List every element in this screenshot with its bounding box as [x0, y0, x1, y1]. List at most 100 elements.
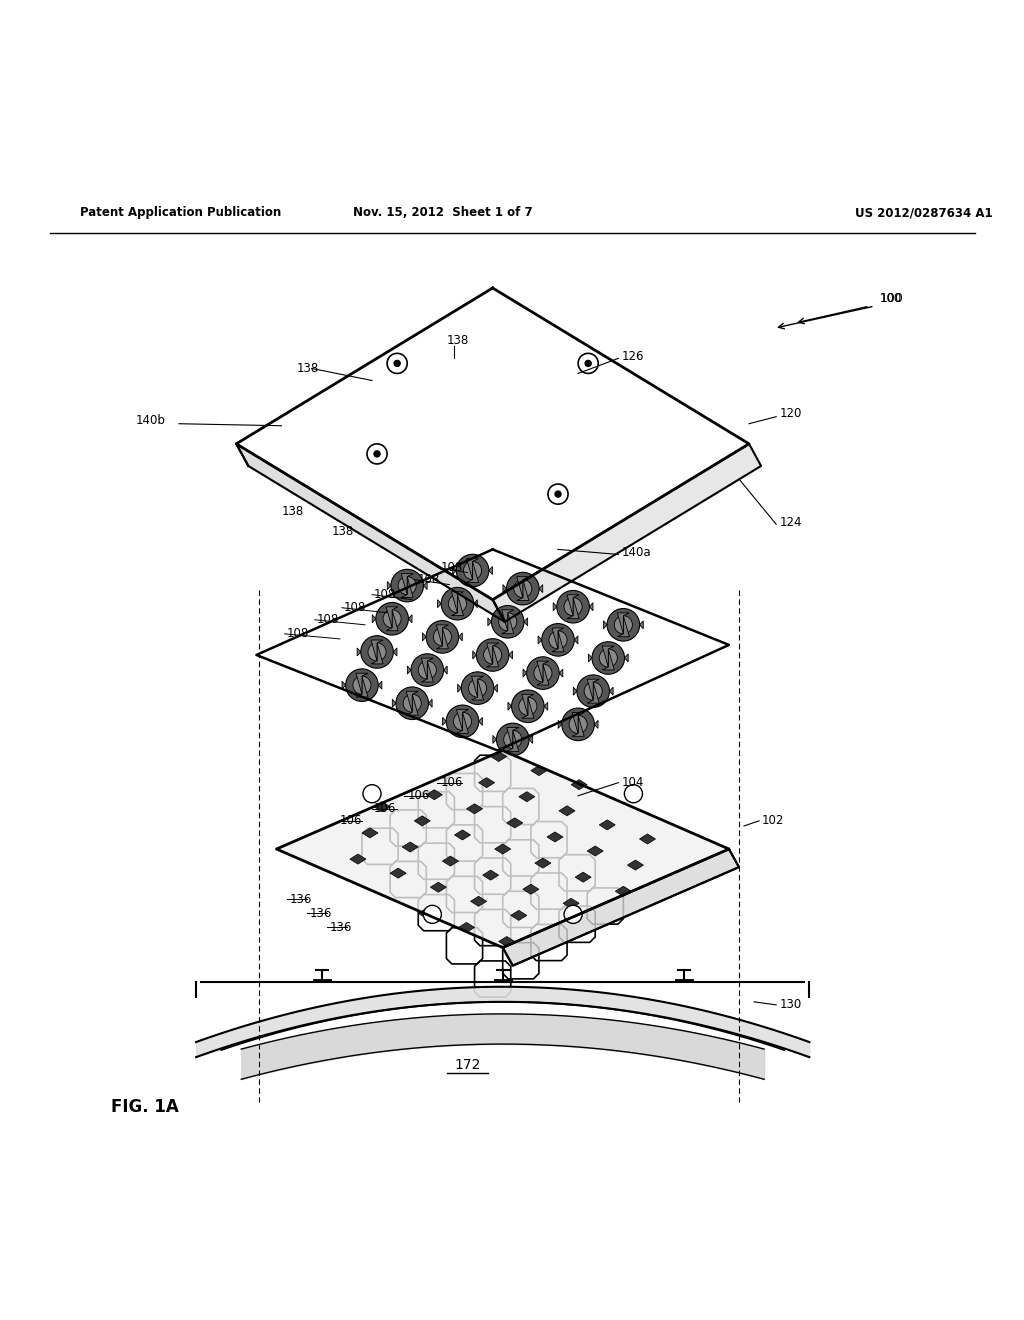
Circle shape	[584, 682, 602, 700]
Text: 108: 108	[440, 561, 463, 574]
Circle shape	[557, 590, 590, 623]
Polygon shape	[478, 777, 495, 788]
Polygon shape	[615, 886, 632, 896]
Polygon shape	[535, 858, 551, 869]
Circle shape	[426, 620, 459, 653]
Polygon shape	[599, 820, 615, 830]
Polygon shape	[408, 667, 411, 675]
Polygon shape	[574, 636, 578, 644]
Polygon shape	[507, 730, 519, 751]
Circle shape	[607, 609, 640, 642]
Circle shape	[353, 676, 371, 694]
Polygon shape	[490, 751, 507, 762]
Circle shape	[555, 491, 561, 498]
Circle shape	[476, 639, 509, 672]
Polygon shape	[401, 577, 414, 598]
Text: 138: 138	[282, 504, 304, 517]
Circle shape	[418, 661, 436, 678]
Polygon shape	[371, 640, 383, 661]
Polygon shape	[374, 801, 390, 812]
Polygon shape	[572, 715, 584, 737]
Polygon shape	[487, 618, 492, 626]
Circle shape	[360, 636, 393, 668]
Text: 108: 108	[287, 627, 309, 640]
Polygon shape	[390, 869, 407, 878]
Polygon shape	[493, 444, 761, 622]
Circle shape	[614, 615, 633, 634]
Polygon shape	[479, 717, 482, 726]
Circle shape	[585, 360, 591, 367]
Text: US 2012/0287634 A1: US 2012/0287634 A1	[855, 206, 992, 219]
Circle shape	[526, 657, 559, 689]
Polygon shape	[426, 789, 442, 800]
Text: 126: 126	[622, 350, 644, 363]
Text: 108: 108	[344, 601, 367, 614]
Polygon shape	[572, 713, 584, 734]
Polygon shape	[603, 620, 607, 628]
Circle shape	[599, 649, 617, 667]
Polygon shape	[594, 721, 598, 729]
Polygon shape	[387, 582, 391, 590]
Text: 130: 130	[779, 998, 802, 1011]
Circle shape	[441, 587, 474, 620]
Polygon shape	[494, 684, 498, 692]
Text: 136: 136	[330, 921, 352, 935]
Circle shape	[362, 784, 381, 803]
Polygon shape	[537, 664, 549, 685]
Polygon shape	[609, 688, 613, 696]
Polygon shape	[430, 882, 446, 892]
Polygon shape	[503, 585, 507, 593]
Polygon shape	[571, 780, 587, 789]
Polygon shape	[436, 624, 449, 645]
Polygon shape	[559, 805, 575, 816]
Text: 106: 106	[374, 803, 396, 816]
Polygon shape	[482, 870, 499, 880]
Polygon shape	[467, 561, 478, 582]
Polygon shape	[459, 923, 474, 932]
Text: 136: 136	[290, 892, 312, 906]
Polygon shape	[552, 631, 564, 652]
Polygon shape	[361, 828, 378, 838]
Polygon shape	[471, 676, 483, 697]
Polygon shape	[393, 648, 397, 656]
Polygon shape	[529, 735, 532, 743]
Circle shape	[449, 594, 467, 612]
Circle shape	[562, 708, 594, 741]
Polygon shape	[407, 694, 418, 715]
Polygon shape	[423, 632, 426, 642]
Polygon shape	[590, 603, 593, 611]
Polygon shape	[523, 669, 526, 677]
Text: 104: 104	[622, 776, 644, 789]
Polygon shape	[602, 649, 614, 671]
Polygon shape	[617, 615, 630, 636]
Polygon shape	[522, 697, 534, 718]
Circle shape	[423, 906, 441, 924]
Text: 106: 106	[440, 776, 463, 789]
Circle shape	[492, 606, 524, 638]
Polygon shape	[503, 849, 739, 966]
Circle shape	[394, 360, 400, 367]
Polygon shape	[458, 684, 461, 692]
Polygon shape	[459, 632, 462, 642]
Text: 108: 108	[417, 573, 439, 586]
Polygon shape	[436, 628, 449, 649]
Circle shape	[346, 669, 378, 701]
Polygon shape	[502, 610, 514, 631]
Polygon shape	[553, 603, 557, 611]
Polygon shape	[640, 620, 643, 628]
Text: Patent Application Publication: Patent Application Publication	[81, 206, 282, 219]
Circle shape	[564, 906, 582, 924]
Polygon shape	[237, 444, 505, 622]
Polygon shape	[563, 899, 580, 908]
Circle shape	[625, 784, 642, 803]
Polygon shape	[617, 612, 630, 634]
Polygon shape	[357, 648, 360, 656]
Polygon shape	[502, 612, 514, 634]
Polygon shape	[625, 653, 628, 663]
Polygon shape	[509, 651, 513, 659]
Polygon shape	[473, 651, 476, 659]
Polygon shape	[356, 673, 368, 694]
Text: 100: 100	[880, 292, 902, 305]
Polygon shape	[421, 659, 433, 678]
Polygon shape	[499, 936, 515, 946]
